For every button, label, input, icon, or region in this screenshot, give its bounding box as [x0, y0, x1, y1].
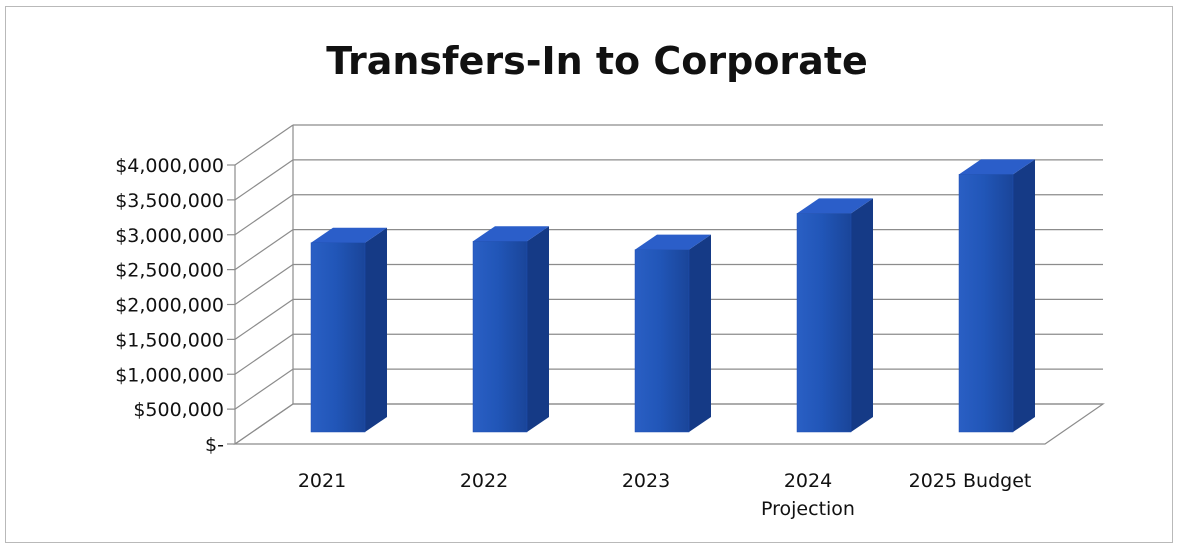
bar-top: [635, 234, 711, 250]
gridline-side: [234, 264, 294, 305]
gridline-side: [234, 298, 294, 340]
bar: [634, 234, 711, 433]
y-tick-label: $3,500,000: [115, 190, 224, 212]
bar-top: [959, 159, 1035, 175]
bar-front: [310, 242, 366, 433]
bar-front: [796, 213, 852, 433]
bar-front: [634, 249, 690, 433]
x-category-label: 2021: [298, 470, 346, 492]
y-tick-label: $1,000,000: [115, 364, 224, 386]
chart-title: Transfers-In to Corporate: [326, 39, 868, 83]
bar: [796, 198, 873, 433]
gridline-side: [234, 403, 294, 445]
bar: [472, 226, 549, 433]
bar-side: [689, 234, 711, 432]
y-tick-label: $4,000,000: [115, 155, 224, 177]
y-tick-label: $500,000: [133, 399, 224, 421]
y-tick-label: $-: [205, 434, 224, 456]
bar-front: [958, 174, 1014, 433]
gridline-side: [234, 194, 294, 236]
x-category-label: 2024 Projection: [761, 470, 855, 520]
bar: [958, 159, 1035, 433]
bar-side: [1013, 159, 1035, 432]
y-tick-label: $2,000,000: [115, 295, 224, 317]
bar-top: [473, 226, 549, 242]
gridline-side: [234, 333, 294, 375]
x-category-label: 2022: [460, 470, 508, 492]
bar-front: [472, 241, 528, 433]
x-axis-categories: 2021 2022 2023 2024 Projection 2025 Budget: [298, 470, 1032, 520]
bar-side: [527, 226, 549, 432]
x-category-label: 2023: [622, 470, 670, 492]
y-tick-label: $2,500,000: [115, 260, 224, 282]
bar: [310, 227, 387, 433]
gridline-side: [234, 124, 294, 166]
y-axis-ticks: $- $500,000 $1,000,000 $1,500,000 $2,000,000…: [115, 155, 224, 456]
gridline-side: [234, 159, 294, 201]
bar-side: [851, 198, 873, 432]
gridline-side: [234, 368, 294, 410]
gridline-side: [234, 229, 294, 271]
bars: [310, 159, 1035, 433]
bar-top: [797, 198, 873, 214]
bar-top: [311, 227, 387, 243]
y-tick-label: $1,500,000: [115, 329, 224, 351]
x-category-label: 2025 Budget: [909, 470, 1032, 492]
y-tick-label: $3,000,000: [115, 225, 224, 247]
bar-side: [365, 227, 387, 432]
